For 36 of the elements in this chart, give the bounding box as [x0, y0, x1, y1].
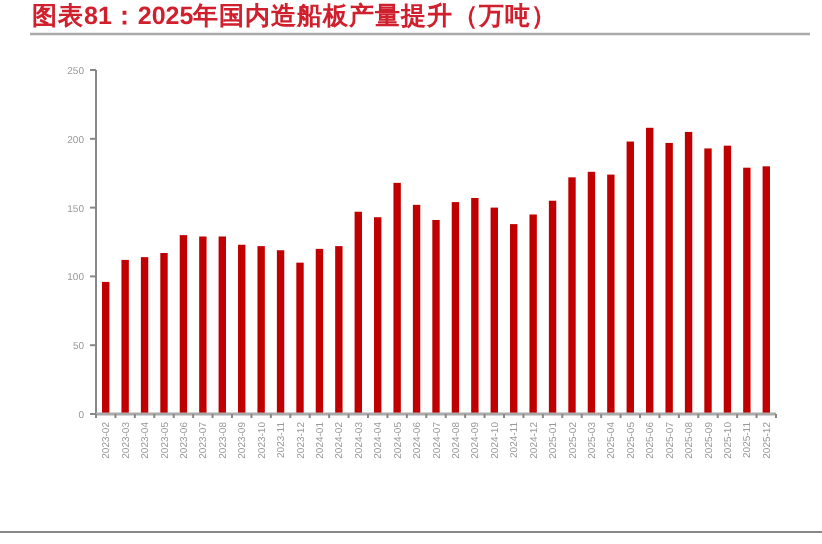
bar	[335, 246, 343, 414]
bar	[548, 200, 557, 414]
bar	[568, 177, 576, 414]
bar	[723, 145, 732, 414]
bar	[471, 197, 479, 414]
bar	[646, 127, 654, 414]
bar	[704, 148, 712, 414]
bar	[179, 235, 188, 414]
bar	[354, 211, 362, 414]
bar	[238, 244, 246, 414]
bar	[315, 248, 324, 414]
bar	[257, 246, 265, 414]
bar	[529, 214, 537, 414]
bar	[510, 224, 518, 414]
bar	[684, 131, 693, 414]
bar	[743, 167, 751, 414]
bar	[102, 281, 110, 414]
bar	[160, 253, 168, 414]
bar	[393, 182, 401, 414]
bar	[762, 166, 770, 414]
bar	[587, 171, 596, 414]
bar	[451, 202, 460, 414]
bar	[218, 236, 226, 414]
chart-title: 图表81：2025年国内造船板产量提升（万吨）	[32, 0, 558, 30]
bar	[140, 257, 149, 414]
bar	[374, 217, 382, 414]
bar	[276, 250, 285, 414]
bar	[490, 207, 498, 414]
bar	[296, 262, 304, 414]
bar	[199, 236, 207, 414]
bar	[607, 174, 615, 414]
bar	[626, 141, 634, 414]
bar	[412, 204, 421, 414]
bar	[432, 219, 440, 414]
bar	[665, 142, 673, 414]
bar	[121, 259, 129, 414]
